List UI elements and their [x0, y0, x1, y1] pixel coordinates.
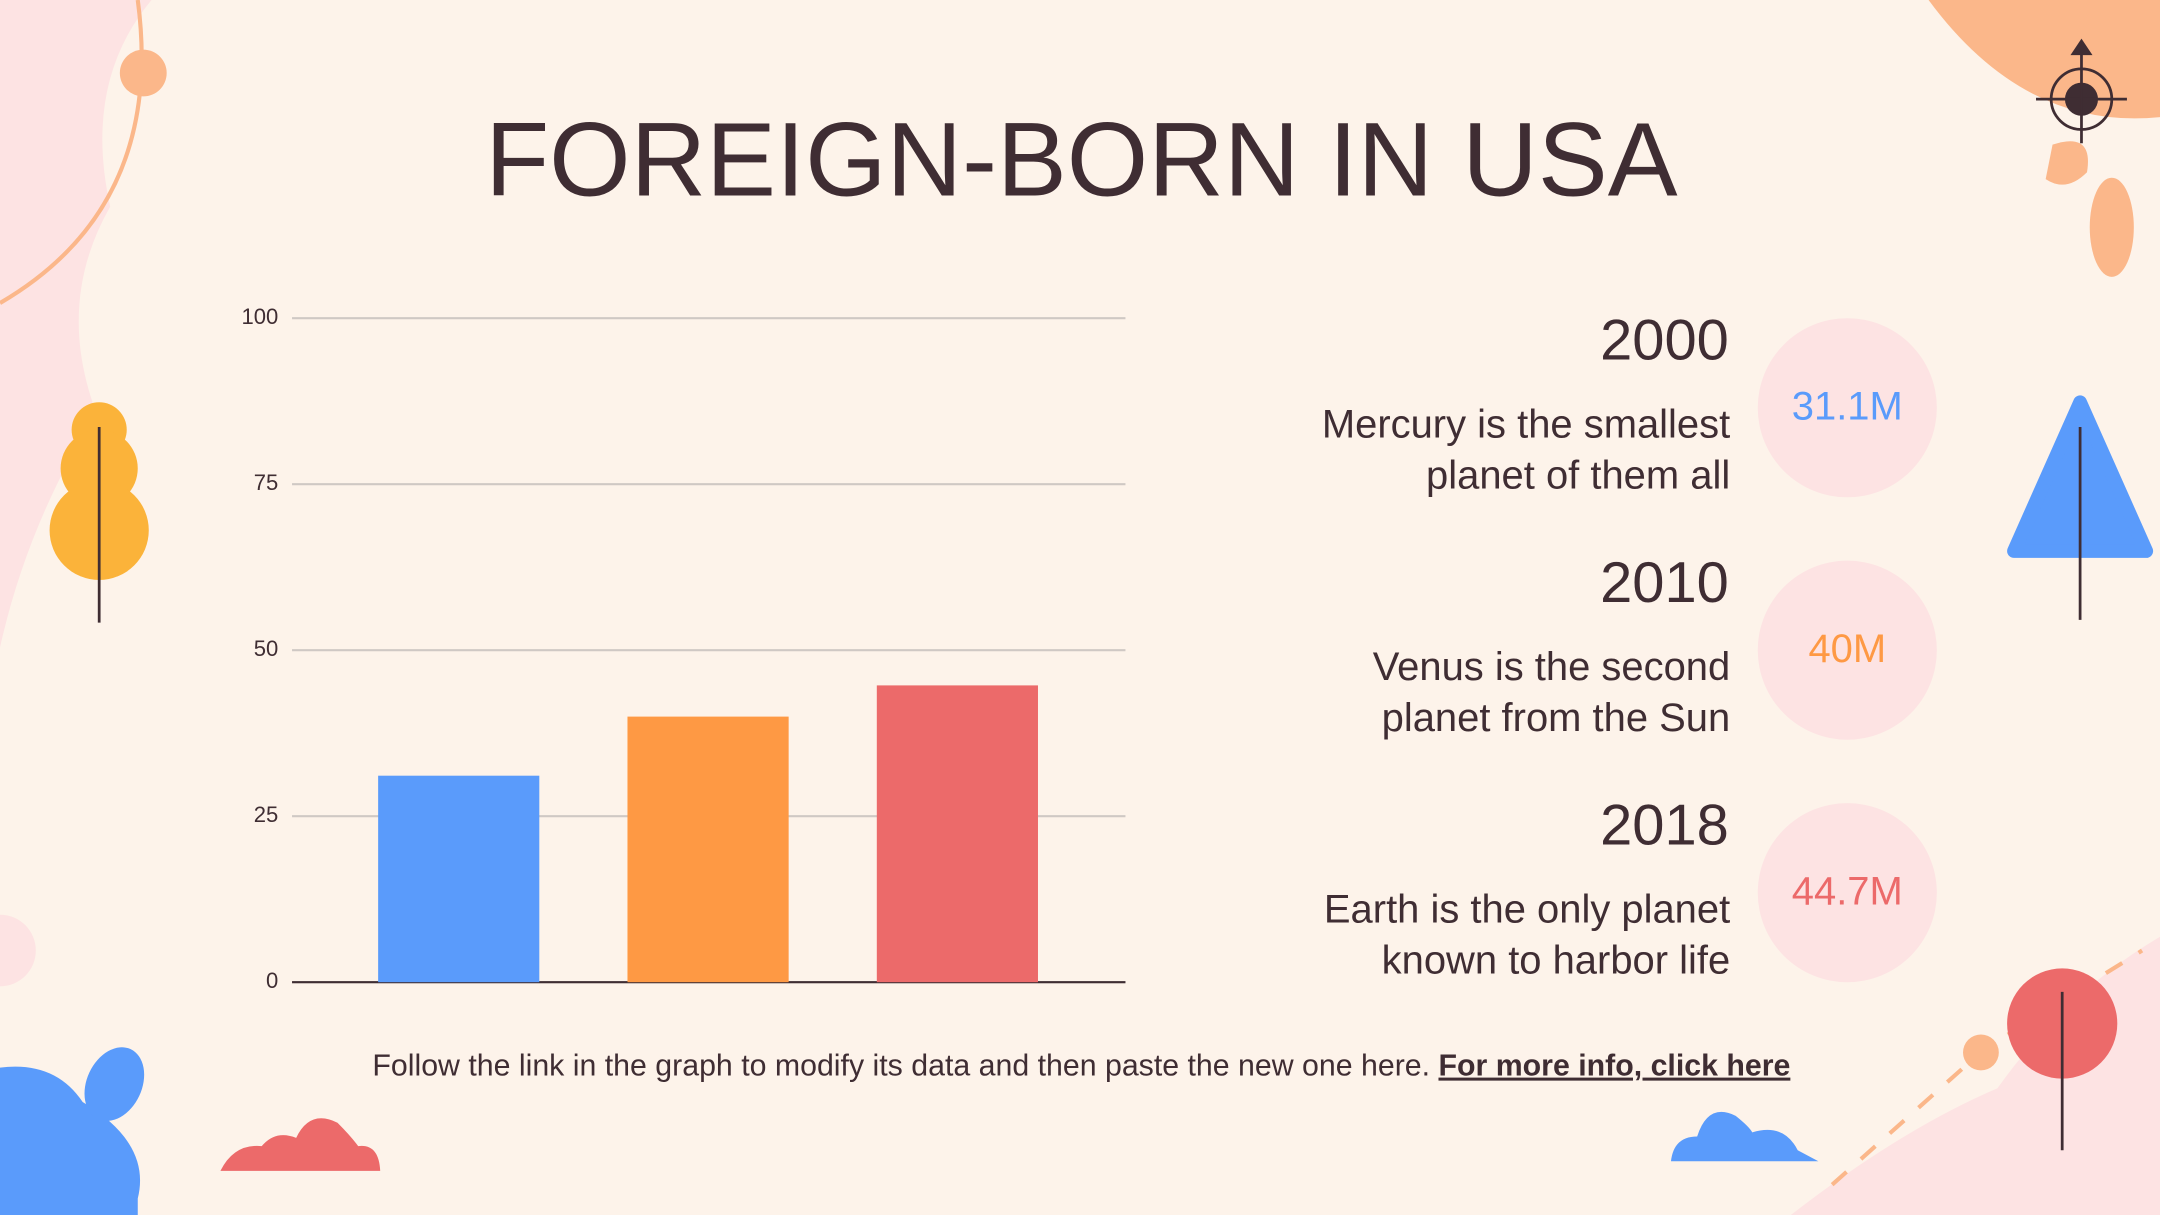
year: 2010 — [1600, 551, 1729, 615]
cloud — [1670, 1111, 1819, 1162]
value-label: 31.1M — [1792, 385, 1903, 429]
y-tick-label: 0 — [266, 968, 278, 993]
chart-title: FOREIGN-BORN IN USA — [485, 102, 1678, 219]
value-circle — [1757, 560, 1937, 740]
description: planet from the Sun — [1382, 696, 1731, 740]
year: 2018 — [1600, 794, 1729, 858]
value-circle — [1757, 318, 1937, 498]
y-tick-label: 75 — [254, 470, 279, 495]
description: Venus is the second — [1373, 645, 1730, 689]
year: 2000 — [1600, 309, 1729, 373]
description: known to harbor life — [1382, 938, 1731, 982]
blob — [84, 1047, 145, 1121]
value-label: 40M — [1808, 627, 1886, 671]
blob — [1928, 0, 2160, 119]
value-label: 44.7M — [1792, 870, 1903, 914]
bar — [378, 775, 540, 983]
side-panel: 2000 Mercury is the smallest planet of the… — [1322, 309, 1937, 983]
dot — [1963, 1034, 1999, 1071]
footer: Follow the link in the graph to modify i… — [372, 1050, 1790, 1083]
blob — [0, 0, 152, 648]
bar — [876, 685, 1038, 983]
blob — [2089, 177, 2134, 277]
blob — [2045, 141, 2088, 185]
bar — [627, 716, 789, 983]
y-tick-label: 100 — [241, 304, 278, 329]
blob — [0, 914, 36, 987]
dot — [119, 49, 167, 97]
y-tick-label: 50 — [254, 636, 279, 661]
footer-link[interactable]: For more info, click here — [1438, 1050, 1790, 1083]
footer-text: Follow the link in the graph to modify i… — [372, 1050, 1430, 1083]
description: planet of them all — [1426, 454, 1730, 498]
chart: 0 25 50 75 100 — [241, 304, 1126, 993]
cloud — [220, 1118, 381, 1171]
y-tick-label: 25 — [254, 802, 279, 827]
description: Earth is the only planet — [1324, 887, 1730, 931]
blob — [1790, 936, 2160, 1215]
blob — [0, 1066, 141, 1215]
arrow — [2070, 38, 2093, 56]
value-circle — [1757, 803, 1937, 983]
description: Mercury is the smallest — [1322, 403, 1730, 447]
